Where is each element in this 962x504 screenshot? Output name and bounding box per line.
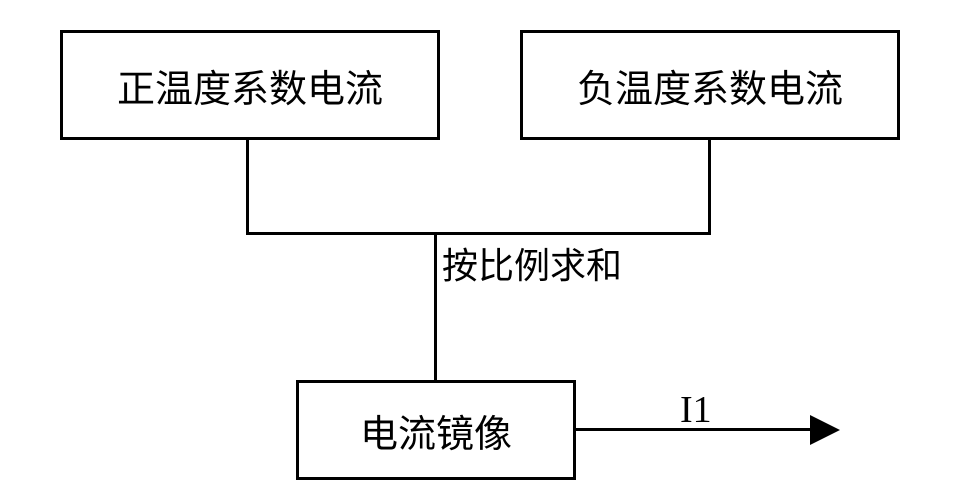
output-arrow-head — [810, 415, 840, 445]
connector-horizontal — [246, 232, 711, 235]
connector-center-vertical — [434, 235, 437, 380]
ntc-current-box: 负温度系数电流 — [520, 30, 900, 140]
output-label: I1 — [680, 389, 712, 431]
ptc-current-box: 正温度系数电流 — [60, 30, 440, 140]
current-mirror-label: 电流镜像 — [360, 403, 512, 458]
ptc-current-label: 正温度系数电流 — [117, 58, 383, 113]
proportional-sum-label: 按比例求和 — [442, 246, 622, 286]
proportional-sum-label-container: 按比例求和 — [442, 237, 622, 289]
connector-left-vertical — [246, 140, 249, 235]
current-mirror-box: 电流镜像 — [296, 380, 576, 480]
output-label-container: I1 — [680, 388, 712, 432]
connector-right-vertical — [708, 140, 711, 235]
ntc-current-label: 负温度系数电流 — [577, 58, 843, 113]
